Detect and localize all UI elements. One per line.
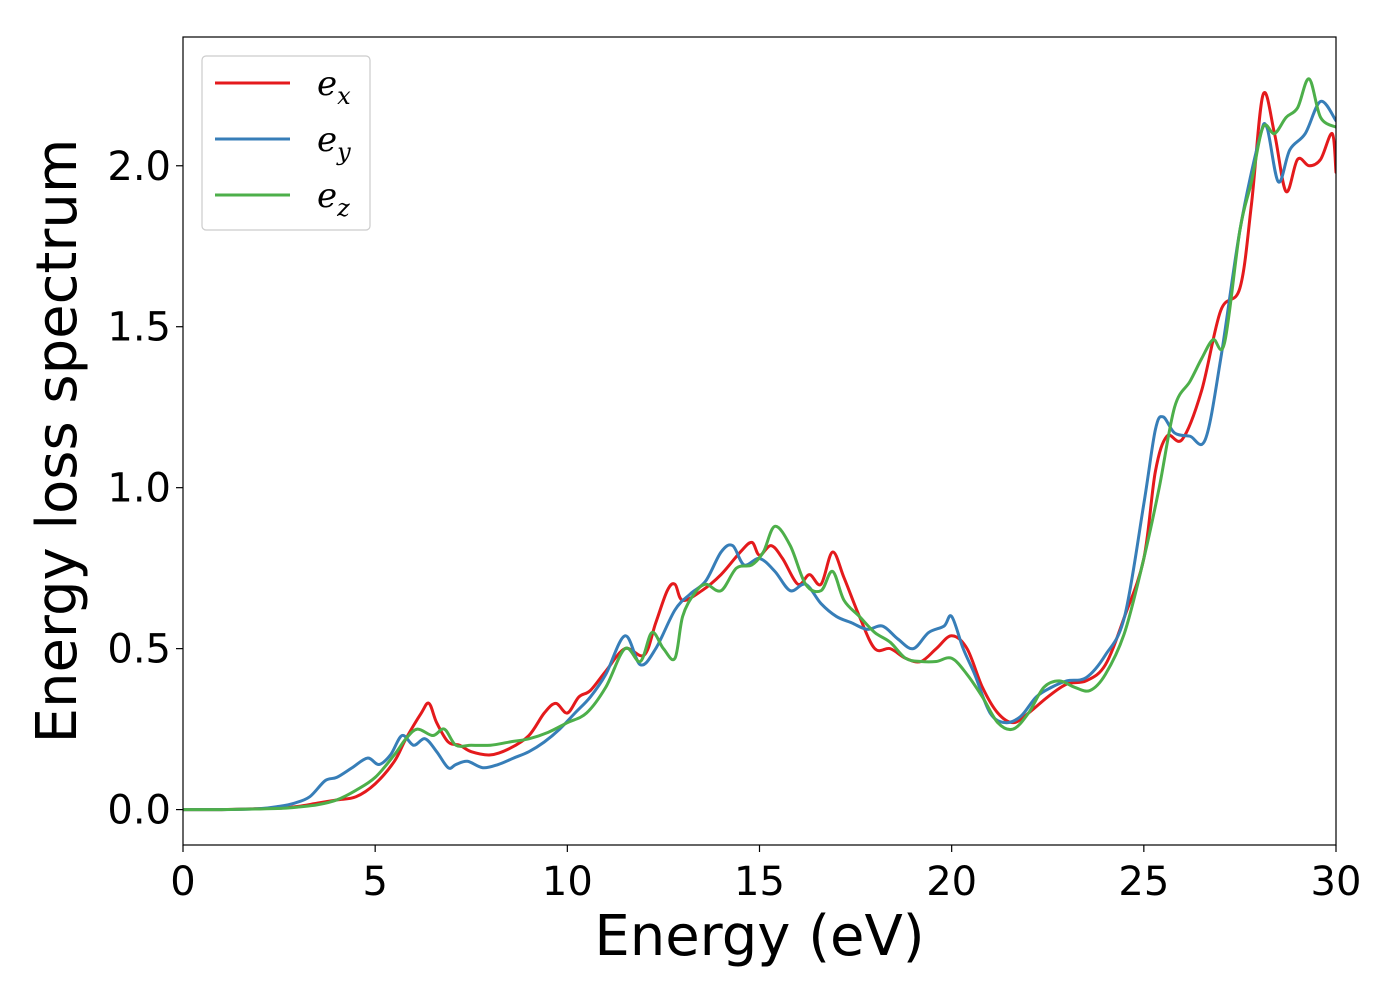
series-line-z [183,77,1336,812]
y-axis-label: Energy loss spectrum [25,139,90,744]
x-tick-label: 5 [362,859,387,905]
legend-label-base: e [317,176,337,216]
legend-label-y: ey [317,120,351,166]
y-tick-label: 0.5 [107,627,171,673]
series-line-x [183,91,1336,812]
x-axis-label: Energy (eV) [594,904,924,969]
legend-label-subscript: y [336,138,351,166]
x-tick-label: 25 [1118,859,1169,905]
legend-label-x: ex [317,64,351,110]
y-tick-label: 2.0 [107,144,171,190]
legend-label-subscript: x [337,82,351,110]
legend-label-base: e [317,120,337,160]
x-axis-ticks: 0 5 10 15 20 25 30 [170,845,1361,905]
x-tick-label: 10 [542,859,593,905]
x-tick-label: 0 [170,859,195,905]
y-axis-ticks: 0.0 0.5 1.0 1.5 2.0 [107,144,183,834]
y-tick-label: 1.0 [107,466,171,512]
legend-box [201,55,371,231]
x-tick-label: 15 [734,859,785,905]
legend-label-base: e [317,64,337,104]
y-tick-label: 1.5 [107,305,171,351]
legend-label-subscript: z [336,194,350,222]
legend-label-z: ez [317,176,350,222]
y-tick-label: 0.0 [107,788,171,834]
plot-area [183,77,1336,812]
x-tick-label: 30 [1311,859,1362,905]
series-line-y [183,99,1336,812]
x-tick-label: 20 [926,859,977,905]
